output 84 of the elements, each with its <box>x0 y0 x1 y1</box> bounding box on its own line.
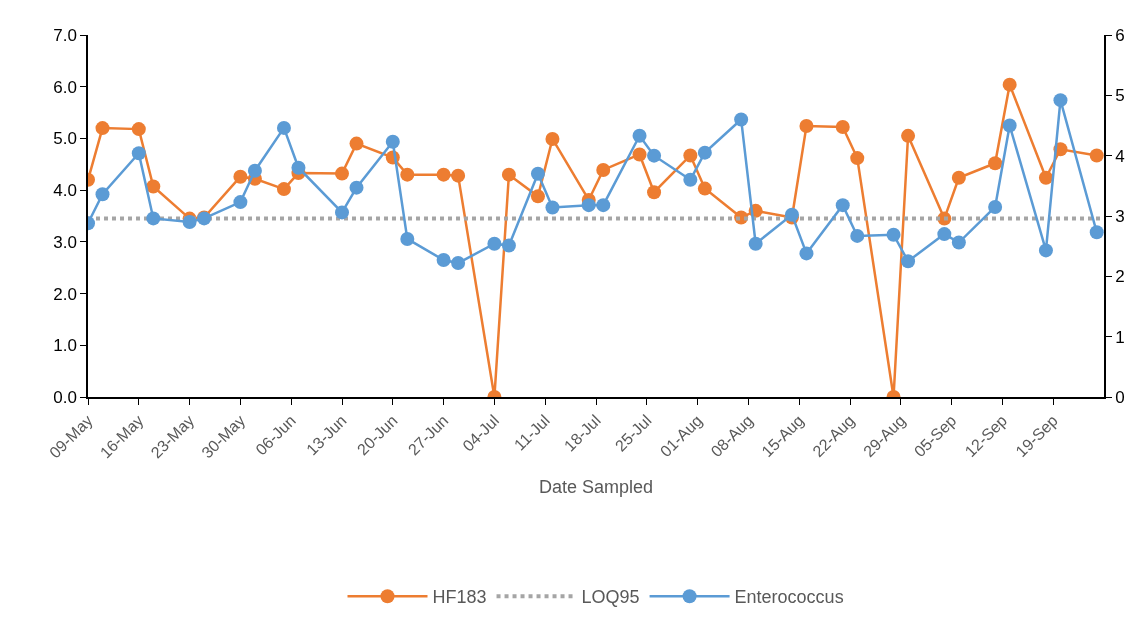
point <box>501 167 516 182</box>
point <box>131 146 146 161</box>
point <box>400 167 415 182</box>
point <box>233 195 248 210</box>
point <box>451 168 466 183</box>
point <box>799 119 814 134</box>
point <box>1038 170 1053 185</box>
point <box>95 187 110 202</box>
point <box>850 228 865 243</box>
point <box>683 172 698 187</box>
point <box>835 198 850 213</box>
x-axis-title: Date Sampled <box>538 477 654 498</box>
point <box>451 256 466 271</box>
point <box>734 112 749 127</box>
legend-label: HF183 <box>432 587 487 608</box>
y2-tick-label: 5 <box>1115 86 1125 106</box>
point <box>487 236 502 251</box>
point <box>95 121 110 136</box>
point <box>247 163 262 178</box>
legend-label: Enterococcus <box>734 587 844 608</box>
point <box>1053 93 1068 108</box>
point <box>291 160 306 175</box>
point <box>835 120 850 135</box>
point <box>436 167 451 182</box>
point <box>632 147 647 162</box>
point <box>182 215 197 230</box>
point <box>1089 148 1104 163</box>
y2-tick-label: 2 <box>1115 267 1125 287</box>
point <box>850 151 865 166</box>
point <box>697 181 712 196</box>
point <box>233 169 248 184</box>
point <box>1038 243 1053 258</box>
point <box>647 185 662 200</box>
point <box>146 211 161 226</box>
point <box>937 227 952 242</box>
point <box>131 122 146 137</box>
y2-tick-label: 1 <box>1115 327 1125 347</box>
point <box>596 198 611 213</box>
y-tick-label: 6.0 <box>53 77 77 97</box>
point <box>901 254 916 269</box>
point <box>988 199 1003 214</box>
point <box>349 136 364 151</box>
point <box>545 131 560 146</box>
point <box>1002 118 1017 133</box>
point <box>951 235 966 250</box>
y-tick-label: 2.0 <box>53 284 77 304</box>
point <box>530 189 545 204</box>
point <box>146 179 161 194</box>
point <box>501 238 516 253</box>
y-tick-label: 0.0 <box>53 387 77 407</box>
y-tick-label: 7.0 <box>53 25 77 45</box>
point <box>988 156 1003 171</box>
point <box>697 145 712 160</box>
point <box>632 128 647 143</box>
y2-tick-label: 4 <box>1115 146 1125 166</box>
point <box>530 166 545 181</box>
y2-tick-label: 6 <box>1115 25 1125 45</box>
point <box>276 120 291 135</box>
point <box>596 162 611 177</box>
y2-tick-label: 0 <box>1115 387 1125 407</box>
y-tick-label: 3.0 <box>53 232 77 252</box>
point <box>901 128 916 143</box>
point <box>385 134 400 149</box>
point <box>581 198 596 213</box>
y-tick-label: 1.0 <box>53 336 77 356</box>
y2-tick-label: 3 <box>1115 206 1125 226</box>
point <box>886 227 901 242</box>
point <box>400 231 415 246</box>
point <box>335 166 349 181</box>
point <box>951 170 966 185</box>
point <box>683 148 698 163</box>
y-tick-label: 4.0 <box>53 181 77 201</box>
point <box>1089 225 1104 240</box>
legend-label: LOQ95 <box>581 587 640 608</box>
point <box>436 253 451 268</box>
point <box>545 200 560 215</box>
point <box>276 182 291 197</box>
point <box>748 236 763 251</box>
point <box>1002 77 1017 92</box>
point <box>647 148 662 163</box>
point <box>349 180 364 195</box>
point <box>335 205 349 220</box>
y-tick-label: 5.0 <box>53 129 77 149</box>
point <box>799 246 814 261</box>
